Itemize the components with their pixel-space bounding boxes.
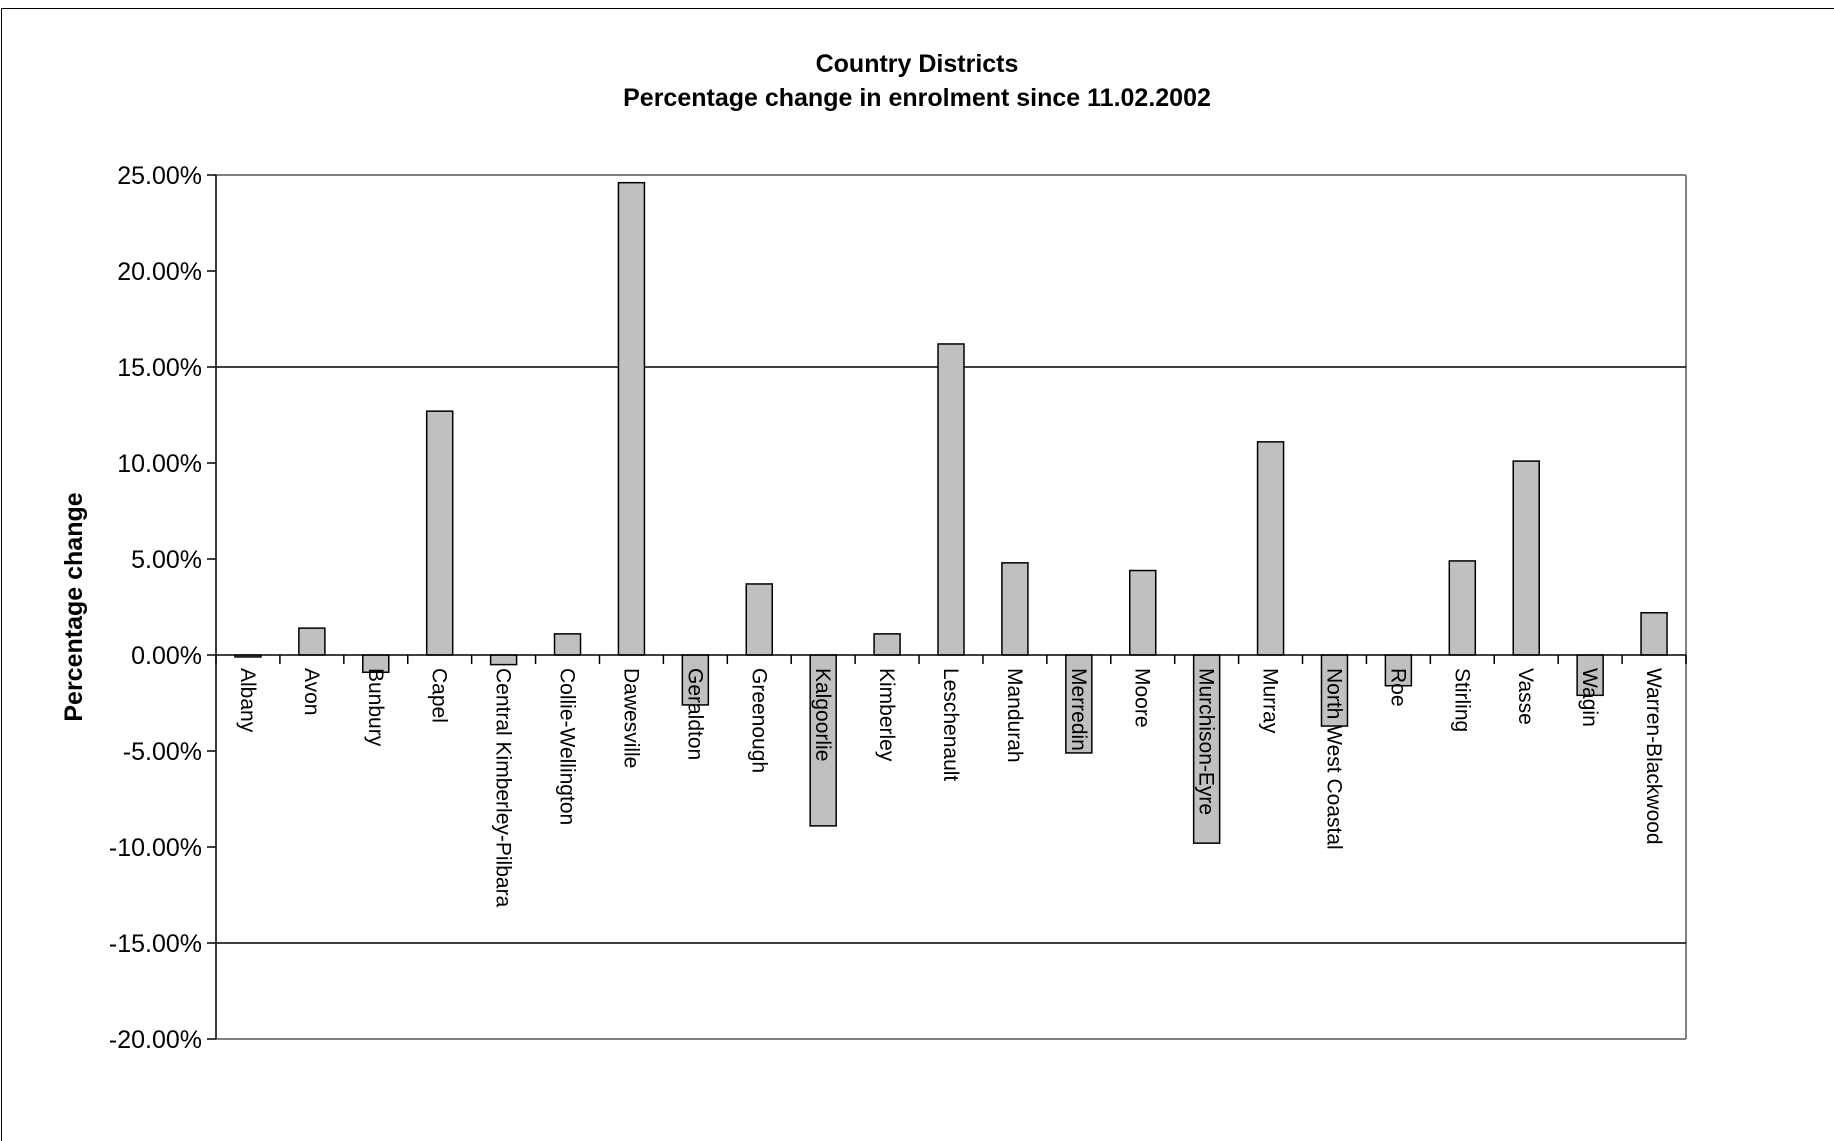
x-tick-label: Stirling	[1450, 668, 1473, 732]
bar	[1065, 654, 1093, 754]
bar	[1256, 441, 1285, 656]
x-tick-label: Greenough	[747, 668, 770, 773]
y-tick-label: -15.00%	[109, 930, 202, 958]
bar	[617, 181, 646, 656]
bar	[1512, 460, 1540, 656]
bar	[1448, 560, 1477, 656]
bar	[1128, 569, 1157, 656]
x-tick-label: Wagin	[1578, 668, 1601, 727]
x-tick-label: Avon	[300, 668, 323, 716]
bar	[681, 654, 710, 706]
chart-title: Country Districts	[816, 50, 1019, 78]
bar	[1384, 654, 1413, 687]
x-tick-label: Murchison-Eyre	[1195, 668, 1218, 815]
x-tick-label: Warren-Blackwood	[1642, 668, 1665, 845]
x-tick-label: Capel	[428, 668, 451, 723]
x-tick-label: Geraldton	[683, 668, 706, 760]
x-tick-label: Collie-Wellington	[556, 668, 579, 825]
x-tick-label: Moore	[1131, 668, 1154, 728]
bar	[1192, 654, 1221, 844]
bar	[809, 654, 837, 827]
bar	[489, 654, 518, 666]
bar	[745, 583, 774, 656]
bar	[553, 633, 582, 656]
x-tick-label: Roe	[1386, 668, 1409, 707]
y-tick-label: 15.00%	[117, 354, 202, 382]
bar	[1576, 654, 1604, 697]
x-tick-label: Merredin	[1067, 668, 1090, 751]
y-tick-label: 10.00%	[117, 450, 202, 478]
bar	[937, 343, 965, 656]
y-tick-label: -10.00%	[109, 834, 202, 862]
y-tick-label: 5.00%	[131, 546, 202, 574]
x-tick-label: Murray	[1259, 668, 1282, 734]
y-tick-label: -5.00%	[123, 738, 202, 766]
x-tick-label: Dawesville	[619, 668, 642, 768]
bar	[1320, 654, 1349, 727]
x-tick-label: Albany	[236, 668, 259, 733]
x-tick-label: Bunbury	[364, 668, 387, 747]
bar	[298, 627, 326, 656]
bar	[425, 410, 454, 656]
x-tick-label: Vasse	[1514, 668, 1537, 725]
plot-area: 25.00% 20.00% 15.00% 10.00% 5.00% 0.00% -5.00%…	[109, 162, 1687, 1054]
y-tick-label: 25.00%	[117, 162, 202, 190]
bar	[1001, 562, 1029, 656]
bar	[1640, 612, 1668, 656]
x-tick-label: Mandurah	[1003, 668, 1026, 763]
x-tick-label: Kimberley	[875, 668, 898, 762]
x-tick-label: Leschenault	[939, 668, 962, 781]
bar	[873, 633, 901, 656]
y-tick-label: 20.00%	[117, 258, 202, 286]
y-tick-label: 0.00%	[131, 642, 202, 670]
x-tick-label: Central Kimberley-Pilbara	[492, 668, 515, 908]
x-tick-label: North West Coastal	[1322, 668, 1345, 850]
y-tick-label: -20.00%	[109, 1026, 202, 1054]
chart-subtitle: Percentage change in enrolment since 11.…	[623, 84, 1211, 112]
x-tick-label: Kalgoorlie	[811, 668, 834, 761]
y-axis-label: Percentage change	[60, 492, 88, 721]
